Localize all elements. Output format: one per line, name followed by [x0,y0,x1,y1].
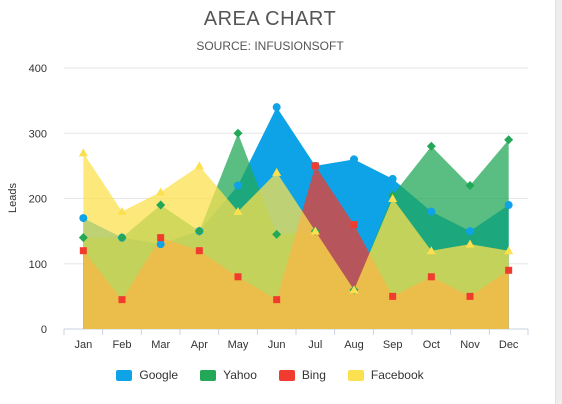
y-tick-label: 100 [29,259,47,271]
point-bing [157,234,165,242]
point-bing [389,292,397,300]
point-bing [195,247,203,255]
point-bing [273,296,281,304]
point-google [234,181,242,190]
point-facebook [349,285,359,294]
x-tick-label: May [228,339,249,351]
series-area-facebook [83,152,509,329]
point-bing [234,273,242,281]
x-tick-label: Mar [151,339,170,351]
point-yahoo [426,141,436,151]
point-facebook [388,194,398,202]
x-tick-label: Jul [308,339,322,351]
point-facebook [465,239,475,248]
legend-swatch [278,369,295,381]
x-tick-label: Jun [268,339,286,351]
legend-label: Google [139,368,179,382]
legend-swatch [116,369,133,381]
point-facebook [310,226,320,235]
y-tick-label: 300 [29,128,47,140]
x-tick-label: Aug [344,339,364,351]
point-facebook [156,187,166,196]
point-google [156,240,165,249]
point-bing [311,162,319,170]
y-tick-label: 200 [29,194,47,206]
point-google [388,174,397,183]
y-tick-label: 400 [29,63,47,75]
legend-item-google[interactable]: Google [116,368,178,382]
x-tick-label: Dec [499,339,519,351]
point-bing [79,247,87,255]
point-facebook [117,207,127,216]
point-yahoo [194,226,204,236]
legend-item-facebook[interactable]: Facebook [347,368,424,382]
point-yahoo [78,233,88,243]
point-google [79,214,88,223]
x-tick-label: Apr [191,339,208,351]
point-google [350,155,358,164]
chart-subtitle: SOURCE: INFUSIONSOFT [196,39,344,53]
page-scrollbar[interactable] [555,0,562,404]
point-google [427,207,436,216]
point-facebook [78,148,88,157]
point-yahoo [156,200,166,210]
series-areas [83,107,509,330]
point-google [504,201,513,210]
x-tick-label: Oct [423,339,440,351]
point-facebook [233,207,243,216]
point-facebook [272,167,282,176]
point-yahoo [465,180,475,190]
legend-swatch [200,369,217,381]
point-yahoo [272,229,282,239]
chart-title: AREA CHART [203,8,337,30]
point-yahoo [117,233,127,243]
point-bing [505,266,513,274]
chart-legend: Google Yahoo Bing Facebook [0,368,540,382]
y-axis-label: Leads [7,183,19,213]
x-tick-label: Feb [113,339,132,351]
point-bing [466,292,474,300]
y-tick-label: 0 [41,324,47,336]
point-google [272,103,281,112]
legend-label: Bing [301,368,326,382]
axes: 0 100 200 300 400 Jan Feb Mar Apr May Jun Jul Aug Sep… [29,63,529,351]
point-facebook [504,246,514,255]
x-tick-label: Jan [74,339,92,351]
series-markers [78,103,514,304]
point-bing [350,221,358,229]
point-bing [118,296,126,304]
legend-label: Yahoo [223,368,257,382]
point-bing [427,273,435,281]
x-tick-label: Sep [383,339,403,351]
legend-item-bing[interactable]: Bing [278,368,326,382]
point-facebook [194,161,204,170]
point-facebook [426,246,436,255]
point-yahoo [504,135,514,145]
legend-item-yahoo[interactable]: Yahoo [200,368,257,382]
legend-label: Facebook [370,368,424,382]
legend-swatch [347,369,364,381]
x-tick-label: Nov [460,339,480,351]
point-google [466,227,474,236]
point-yahoo [233,128,243,138]
